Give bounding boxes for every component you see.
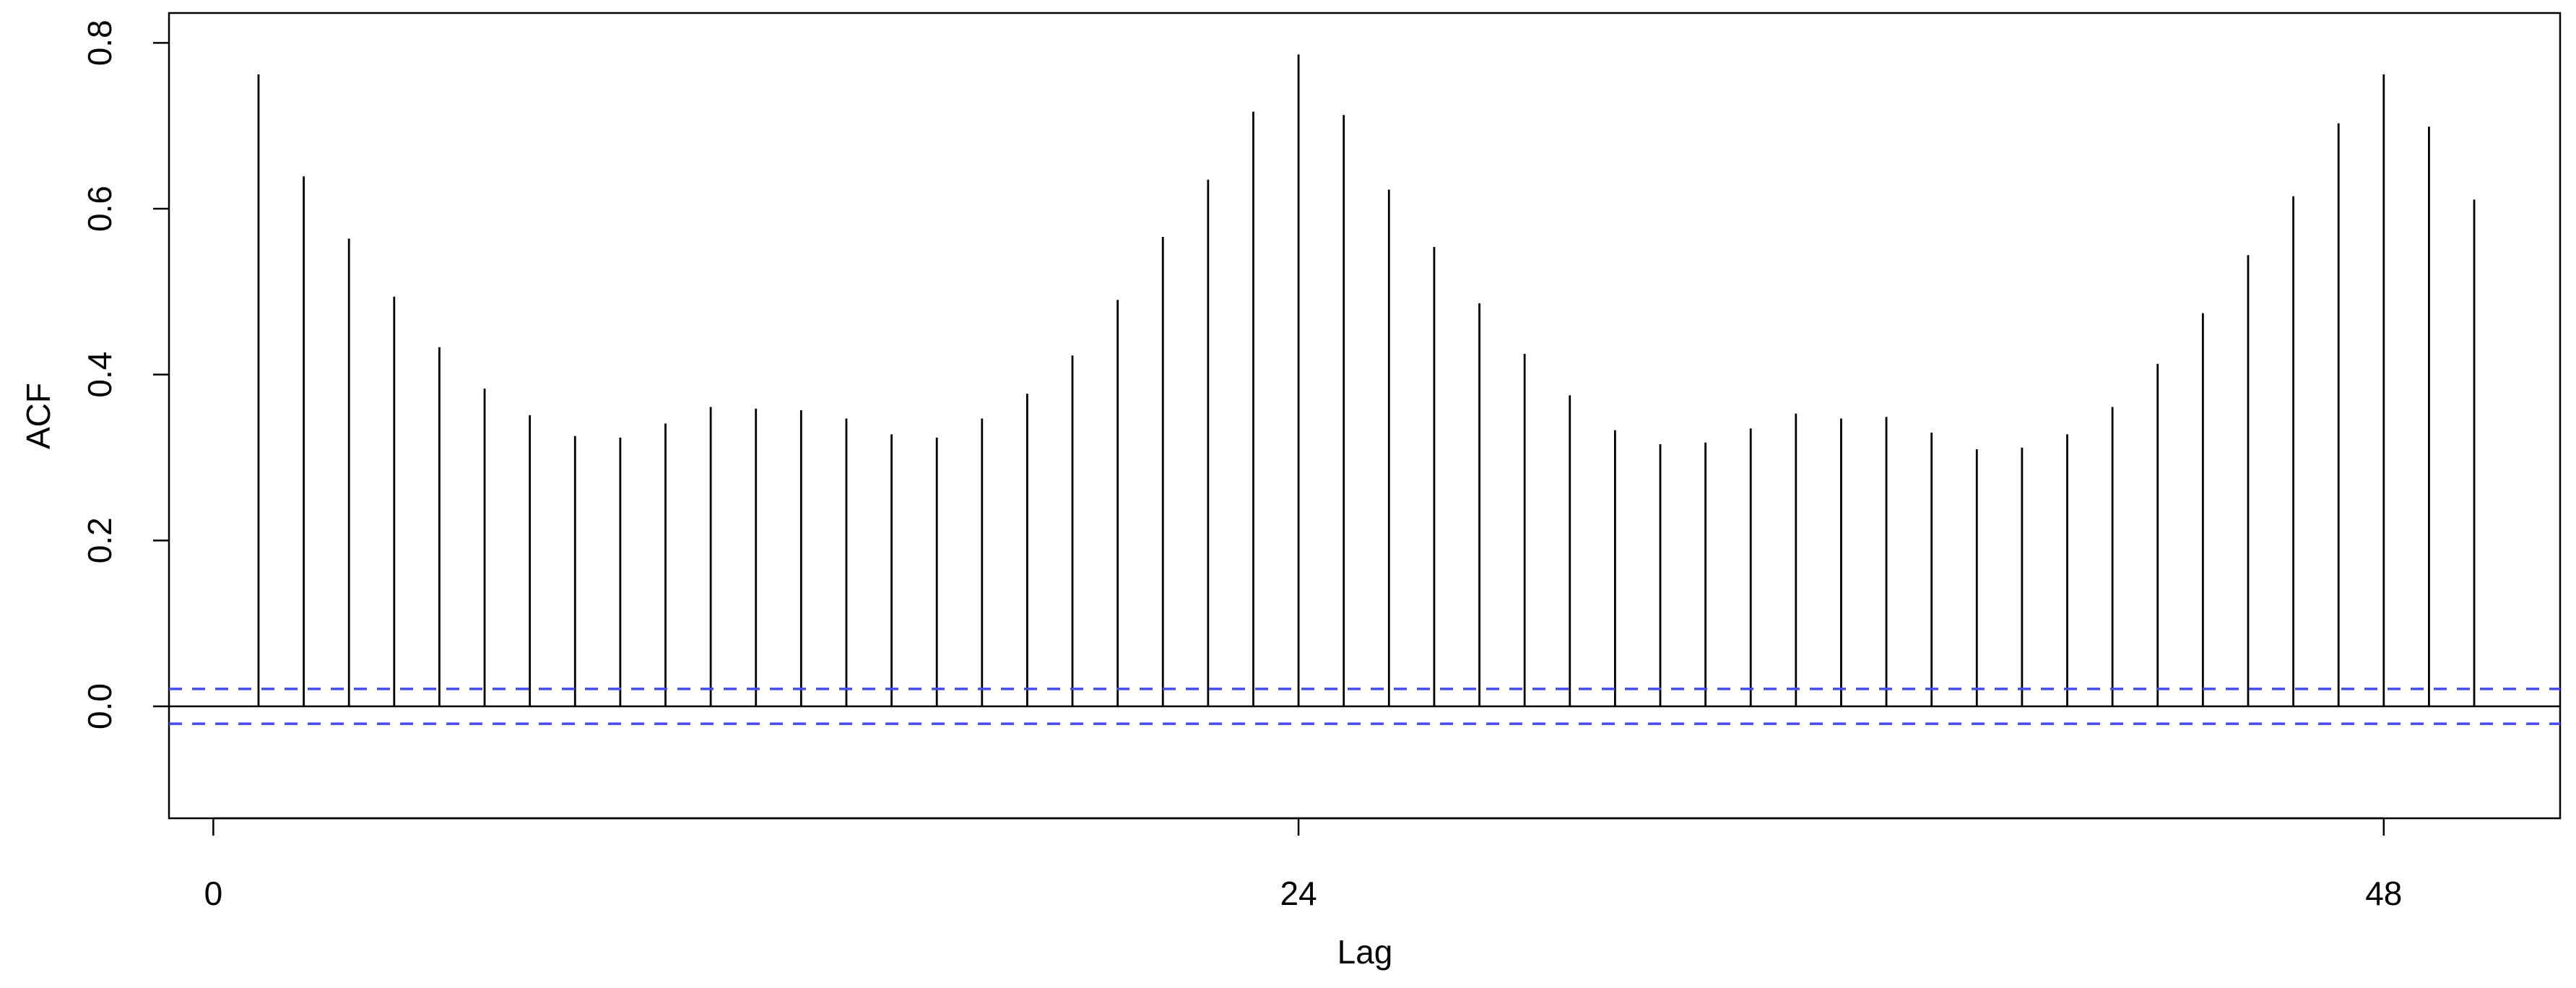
y-tick-label: 0.0 (81, 683, 118, 729)
y-tick-label: 0.4 (81, 352, 118, 398)
x-tick-label: 0 (204, 875, 223, 912)
x-tick-label: 24 (1280, 875, 1317, 912)
x-axis-label: Lag (1337, 933, 1393, 971)
y-tick-label: 0.6 (81, 186, 118, 232)
y-axis-label: ACF (19, 383, 57, 449)
x-tick-label: 48 (2365, 875, 2402, 912)
plot-frame (168, 12, 2562, 820)
y-tick-label: 0.8 (81, 20, 118, 66)
y-tick-label: 0.2 (81, 517, 118, 563)
